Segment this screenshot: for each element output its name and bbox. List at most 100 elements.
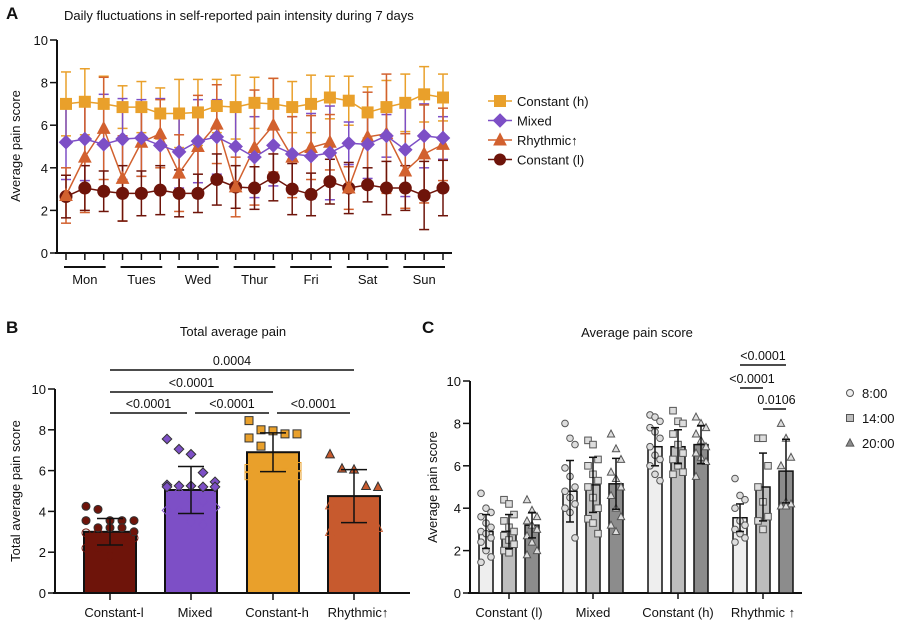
data-point (606, 520, 616, 529)
data-point (78, 95, 91, 108)
data-point (669, 406, 677, 415)
data-point (417, 188, 431, 202)
x-category-label: Constant (l) (475, 605, 542, 620)
data-point (398, 163, 413, 177)
panel-a-ylabel: Average pain score (8, 90, 23, 202)
data-point (173, 505, 185, 517)
legend-label: Mixed (517, 114, 552, 129)
data-point (594, 476, 602, 485)
y-tick-label: 4 (39, 504, 46, 519)
data-point (266, 117, 281, 131)
data-point (500, 495, 508, 504)
p-value-label: <0.0001 (126, 397, 172, 411)
bar (693, 443, 709, 594)
data-point (372, 521, 384, 532)
data-point (589, 440, 597, 449)
data-point (527, 537, 537, 546)
data-point (81, 528, 91, 538)
legend-label: 14:00 (862, 411, 895, 426)
data-point (286, 101, 299, 114)
data-point (584, 436, 592, 445)
p-value-label: <0.0001 (209, 397, 255, 411)
data-point (477, 538, 485, 546)
data-point (532, 524, 542, 533)
data-point (571, 440, 579, 449)
panel-b: 0 2 4 6 8 10 Constant-l Mixed Constant-h Rhythmic… (32, 354, 410, 620)
data-point (115, 170, 130, 184)
data-point (691, 428, 701, 438)
data-point (58, 134, 74, 150)
y-tick-label: 10 (447, 374, 461, 389)
data-point (78, 181, 92, 195)
data-point (97, 184, 111, 198)
data-point (115, 131, 130, 147)
data-point (701, 441, 711, 451)
data-point (173, 486, 185, 498)
data-point (117, 533, 127, 543)
data-point (731, 538, 739, 546)
data-point (566, 434, 574, 443)
data-point (129, 527, 139, 537)
data-point (116, 186, 130, 200)
data-point (256, 441, 266, 451)
y-tick-label: 6 (454, 459, 461, 474)
legend-marker (494, 153, 506, 166)
data-point (589, 519, 597, 527)
data-point (417, 146, 432, 160)
data-point (691, 471, 701, 480)
legend-label: Rhythmic↑ (517, 133, 578, 148)
data-point (510, 540, 518, 549)
data-point (304, 187, 318, 201)
y-tick-label: 0 (39, 586, 46, 601)
panel-a-title: Daily fluctuations in self-reported pain… (64, 8, 414, 23)
data-point (532, 545, 542, 555)
data-point (267, 97, 280, 110)
data-point (323, 134, 337, 148)
data-point (679, 449, 687, 457)
data-point (731, 474, 739, 483)
data-point (397, 142, 413, 158)
legend-marker (845, 437, 855, 447)
y-tick-label: 8 (41, 76, 48, 91)
y-tick-label: 8 (454, 416, 461, 431)
data-point (656, 476, 664, 485)
data-point (522, 549, 532, 559)
p-value-label: 0.0106 (757, 393, 795, 407)
p-value-label: <0.0001 (169, 376, 215, 390)
data-point (532, 511, 542, 521)
x-category-label: Wed (185, 272, 212, 287)
data-point (77, 131, 93, 147)
data-point (482, 504, 490, 513)
y-tick-label: 2 (41, 203, 48, 218)
data-point (651, 470, 659, 479)
legend-label: 20:00 (862, 436, 895, 451)
data-point (171, 144, 187, 160)
data-point (651, 413, 659, 421)
data-point (522, 530, 532, 540)
x-category-label: Constant (h) (642, 605, 714, 620)
data-point (209, 116, 224, 130)
legend-marker (492, 113, 508, 128)
data-point (776, 418, 786, 427)
data-point (191, 186, 205, 200)
panel-a: 0 2 4 6 8 10 Mon Tues Wed Thur Fri Sat Sun Constant (… (34, 33, 589, 287)
data-point (561, 504, 569, 513)
data-point (571, 534, 579, 542)
data-point (197, 467, 209, 479)
data-point (323, 175, 337, 189)
data-point (360, 137, 375, 152)
data-point (173, 107, 186, 120)
panel-letter-c: C (422, 318, 434, 337)
data-point (172, 165, 186, 179)
y-tick-label: 4 (454, 501, 461, 516)
data-point (153, 126, 168, 140)
data-point (305, 97, 318, 110)
data-point (764, 462, 772, 470)
data-point (303, 148, 319, 164)
data-point (701, 422, 711, 432)
data-point (606, 428, 616, 438)
data-point (606, 490, 616, 499)
data-point (153, 183, 167, 197)
data-point (336, 462, 348, 473)
data-point (500, 531, 508, 540)
